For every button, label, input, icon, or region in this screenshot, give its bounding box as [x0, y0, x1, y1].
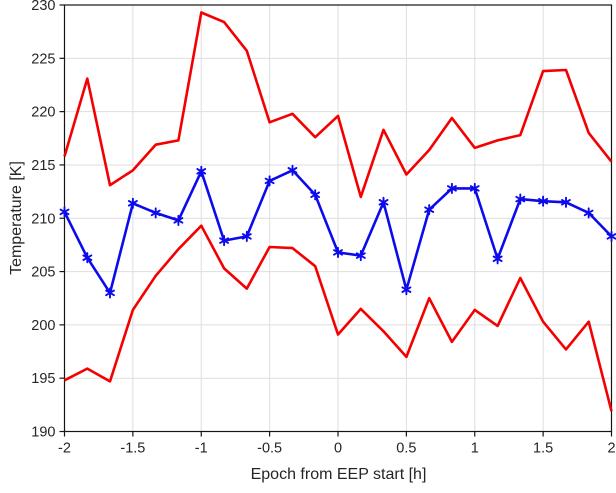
asterisk-marker: [105, 287, 115, 299]
asterisk-marker: [219, 235, 230, 247]
asterisk-marker: [378, 196, 389, 208]
y-axis-label: Temperature [K]: [8, 161, 25, 275]
y-tick-label: 230: [31, 0, 55, 14]
asterisk-marker: [469, 182, 480, 194]
x-tick-label: -1: [195, 441, 208, 457]
asterisk-marker: [355, 250, 366, 262]
x-tick-label: -2: [58, 441, 71, 457]
asterisk-marker: [583, 207, 594, 219]
asterisk-marker: [538, 195, 549, 207]
asterisk-marker: [150, 207, 161, 219]
asterisk-marker: [515, 193, 526, 205]
asterisk-marker: [173, 214, 184, 226]
asterisk-marker: [196, 165, 207, 177]
x-tick-label: -0.5: [257, 441, 282, 457]
asterisk-marker: [561, 196, 571, 208]
asterisk-marker: [241, 230, 252, 242]
asterisk-marker: [59, 206, 70, 218]
y-tick-label: 200: [31, 318, 55, 334]
y-tick-label: 225: [31, 51, 55, 67]
x-tick-label: 1.5: [533, 441, 553, 457]
y-tick-label: 220: [31, 105, 55, 121]
asterisk-marker: [287, 164, 298, 176]
asterisk-marker: [82, 252, 93, 264]
x-tick-label: -1.5: [120, 441, 145, 457]
asterisk-marker: [492, 253, 503, 265]
asterisk-marker: [333, 246, 343, 258]
y-tick-label: 195: [31, 371, 55, 387]
y-tick-label: 210: [31, 211, 55, 227]
asterisk-marker: [264, 175, 275, 187]
asterisk-marker: [606, 230, 616, 242]
asterisk-marker: [310, 189, 321, 201]
asterisk-marker: [401, 284, 412, 296]
series-line-upper-envelope: [63, 11, 613, 199]
x-tick-label: 1: [471, 441, 479, 457]
asterisk-marker: [424, 204, 435, 216]
series-line-lower-envelope: [63, 224, 613, 412]
asterisk-marker: [446, 182, 457, 194]
y-tick-label: 190: [31, 425, 55, 441]
y-tick-label: 215: [31, 158, 55, 174]
x-tick-label: 2: [607, 441, 615, 457]
asterisk-marker: [127, 197, 138, 209]
x-tick-label: 0: [334, 441, 342, 457]
x-axis-label: Epoch from EEP start [h]: [250, 466, 427, 483]
x-tick-label: 0.5: [396, 441, 416, 457]
y-tick-label: 205: [31, 265, 55, 281]
